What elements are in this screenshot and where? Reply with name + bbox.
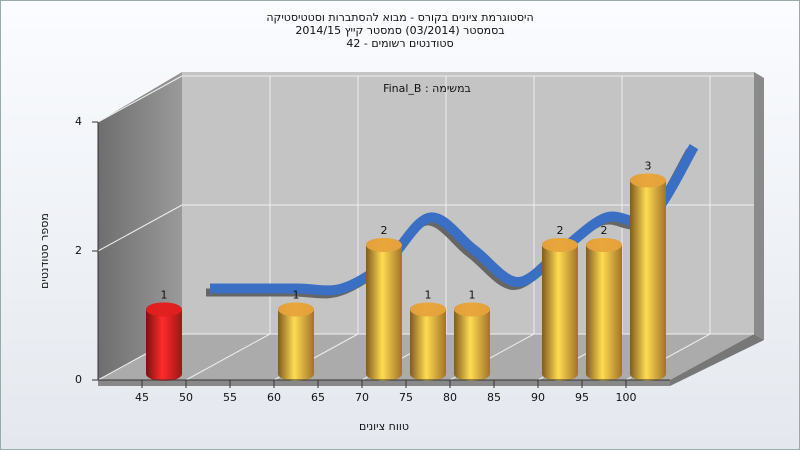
bar-top bbox=[630, 173, 666, 188]
x-axis-label: טווח ציונים bbox=[359, 420, 409, 433]
bar-top bbox=[542, 238, 578, 252]
value-label: 1 bbox=[293, 289, 300, 302]
trend-line bbox=[210, 143, 699, 296]
value-label: 2 bbox=[601, 224, 608, 237]
bar bbox=[542, 238, 578, 381]
x-tick-label: 50 bbox=[179, 391, 193, 404]
bar bbox=[278, 302, 314, 381]
bar bbox=[630, 173, 666, 381]
bar-top bbox=[586, 238, 622, 252]
bar-top bbox=[146, 302, 182, 317]
value-label: 1 bbox=[469, 289, 476, 302]
y-tick-label: 0 bbox=[75, 373, 82, 386]
x-tick-label: 100 bbox=[616, 391, 637, 404]
value-label: 2 bbox=[557, 224, 564, 237]
wall-edge bbox=[754, 72, 764, 340]
x-tick-label: 70 bbox=[355, 391, 369, 404]
floor-front bbox=[98, 380, 670, 386]
grid-line bbox=[97, 75, 183, 123]
y-tick-label: 4 bbox=[75, 115, 82, 128]
x-tick-label: 95 bbox=[575, 391, 589, 404]
value-label: 1 bbox=[425, 289, 432, 302]
y-tick-label: 2 bbox=[75, 244, 82, 257]
bar bbox=[410, 302, 446, 381]
bar-top bbox=[278, 302, 314, 317]
bar bbox=[146, 302, 182, 381]
x-tick-label: 85 bbox=[487, 391, 501, 404]
floor-edge bbox=[670, 334, 764, 386]
grid-line bbox=[185, 333, 271, 381]
chart-title: היסטוגרמת ציונים בקורס - מבוא להסתברות ו… bbox=[266, 11, 533, 24]
bar-top bbox=[410, 302, 446, 317]
x-tick-label: 90 bbox=[531, 391, 545, 404]
x-tick-label: 60 bbox=[267, 391, 281, 404]
chart-subtitle: בסמסטר (03/2014) סמסטר קייץ 2014/15 bbox=[295, 24, 504, 37]
grid-line bbox=[97, 204, 183, 252]
x-tick-label: 80 bbox=[443, 391, 457, 404]
chart-subtitle: סטודנטים רשומים - 42 bbox=[346, 37, 453, 50]
bar bbox=[366, 238, 402, 381]
x-tick-label: 45 bbox=[135, 391, 149, 404]
x-tick-label: 55 bbox=[223, 391, 237, 404]
bar bbox=[586, 238, 622, 381]
x-tick-label: 75 bbox=[399, 391, 413, 404]
value-label: 3 bbox=[645, 160, 652, 173]
y-axis-label: מספר סטודנטים bbox=[38, 213, 51, 289]
value-label: 2 bbox=[381, 224, 388, 237]
value-label: 1 bbox=[161, 289, 168, 302]
bar bbox=[454, 302, 490, 381]
bar-top bbox=[454, 302, 490, 317]
bar-top bbox=[366, 238, 402, 252]
x-tick-label: 65 bbox=[311, 391, 325, 404]
annotation: במשימה : Final_B bbox=[383, 82, 471, 95]
